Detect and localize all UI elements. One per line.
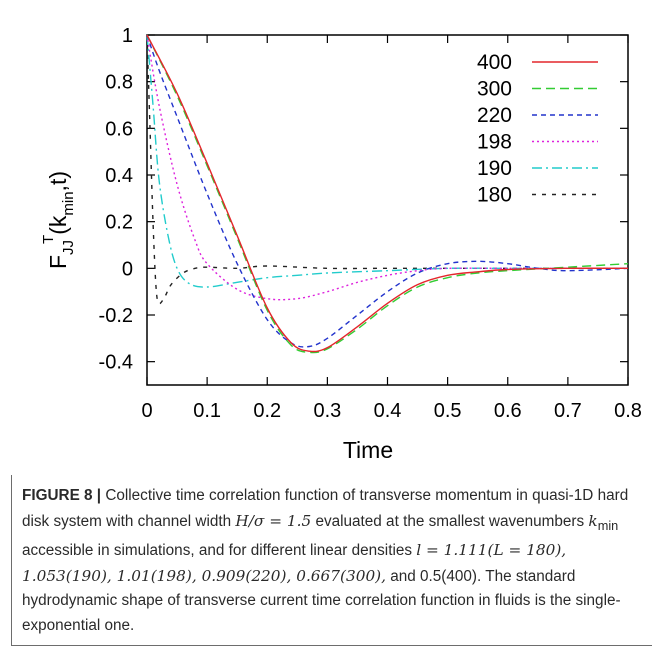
y-tick-label: 0.4	[105, 165, 133, 187]
figure-caption: FIGURE 8 | Collective time correlation f…	[11, 475, 652, 646]
legend-item-198: 198	[477, 131, 598, 154]
caption-part-3: accessible in simulations, and for diffe…	[22, 542, 417, 560]
plot-area-border	[146, 34, 629, 386]
y-axis-title: FJJT(kmin,t)	[40, 171, 77, 269]
caption-text: FIGURE 8 | Collective time correlation f…	[22, 484, 647, 639]
caption-math-k: k	[588, 511, 598, 530]
y-tick-label: -0.4	[99, 352, 133, 374]
legend: 400 300 220 198 190 180	[477, 51, 598, 207]
legend-item-400: 400	[477, 51, 598, 74]
chart: 0 0.1 0.2 0.3 0.4 0.5 0.6 0.7 0.8 1 0.8 0.6 0.4 0.2 0 -…	[40, 25, 642, 463]
legend-item-180: 180	[477, 184, 598, 207]
x-tick-label: 0.5	[434, 400, 462, 422]
y-tick-label: 0	[122, 258, 133, 280]
legend-label: 400	[477, 51, 512, 74]
x-tick-label: 0	[141, 400, 152, 422]
figure-panel: 0 0.1 0.2 0.3 0.4 0.5 0.6 0.7 0.8 1 0.8 0.6 0.4 0.2 0 -…	[40, 25, 642, 463]
series-line-198	[146, 34, 628, 301]
series-line-220	[146, 34, 629, 348]
x-tick-label: 0.8	[614, 400, 642, 422]
caption-math-width: H/σ = 1.5	[235, 511, 312, 530]
x-tick-label: 0.3	[313, 400, 341, 422]
caption-part-4: and 0.5(400). The standard hydrodynamic …	[22, 567, 621, 635]
plot-frame	[146, 34, 629, 386]
legend-label: 220	[477, 104, 512, 127]
legend-item-190: 190	[477, 157, 598, 180]
axis-ticks: 0 0.1 0.2 0.3 0.4 0.5 0.6 0.7 0.8 1 0.8 0.6 0.4 0.2 0 -…	[99, 25, 642, 422]
y-tick-label: 0.6	[105, 118, 133, 140]
legend-item-220: 220	[477, 104, 598, 127]
series-line-400	[146, 34, 629, 353]
x-tick-label: 0.6	[494, 400, 522, 422]
y-tick-label: 0.8	[105, 72, 133, 94]
series-line-190	[146, 34, 628, 288]
caption-math-densities: l = 1.111(L = 180), 1.053(190), 1.01(198…	[22, 541, 567, 585]
x-axis-title: Time	[343, 437, 393, 463]
figure-label: FIGURE 8 |	[22, 487, 102, 504]
series-layer	[146, 34, 629, 354]
legend-label: 180	[477, 184, 512, 207]
caption-math-k-sub: min	[597, 517, 619, 533]
y-tick-label: 1	[122, 25, 133, 47]
y-tick-label: -0.2	[99, 305, 133, 327]
x-tick-label: 0.7	[554, 400, 582, 422]
x-tick-label: 0.4	[374, 400, 402, 422]
legend-label: 198	[477, 131, 512, 154]
y-tick-label: 0.2	[105, 212, 133, 234]
caption-part-1: Collective time correlation function of …	[22, 487, 629, 530]
series-line-180	[146, 34, 628, 305]
series-line-300	[146, 34, 629, 354]
caption-part-2: evaluated at the smallest wavenumbers	[311, 512, 589, 530]
x-tick-label: 0.2	[253, 400, 281, 422]
x-tick-label: 0.1	[193, 400, 221, 422]
legend-label: 300	[477, 78, 512, 101]
legend-label: 190	[477, 157, 512, 180]
legend-item-300: 300	[477, 78, 598, 101]
